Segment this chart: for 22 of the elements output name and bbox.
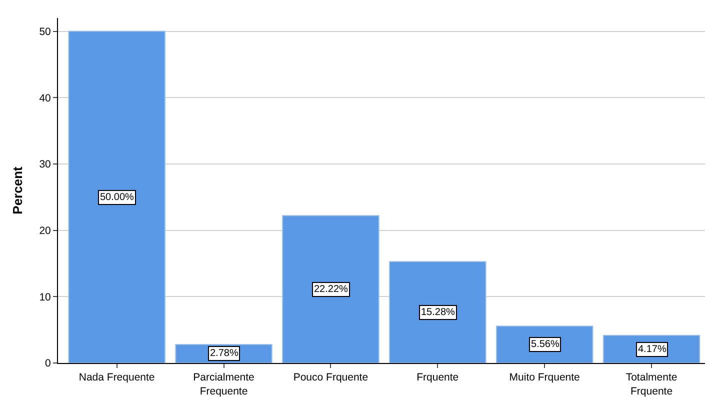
y-tick-label: 40 xyxy=(39,92,52,104)
x-tick-label: Frquente xyxy=(416,372,459,384)
y-axis-title: Percent xyxy=(10,166,25,214)
y-tick-label: 20 xyxy=(39,224,52,237)
data-label: 4.17% xyxy=(638,344,666,355)
data-label: 15.28% xyxy=(421,307,456,318)
data-label: 22.22% xyxy=(314,284,348,295)
data-label: 50.00% xyxy=(100,192,134,203)
x-tick-label: Nada Frequente xyxy=(78,372,155,384)
x-tick-label: Pouco Frquente xyxy=(293,372,368,384)
bar xyxy=(68,30,166,363)
bar xyxy=(282,215,380,363)
bar xyxy=(389,261,486,363)
y-tick-label: 30 xyxy=(39,158,52,171)
data-label: 2.78% xyxy=(210,348,238,359)
y-tick-label: 0 xyxy=(45,358,52,370)
y-tick-label: 50 xyxy=(39,26,52,38)
x-tick-label: Totalmente Frquente xyxy=(626,372,678,398)
data-label: 5.56% xyxy=(531,339,560,350)
x-tick-label: Parcialmente Frequente xyxy=(193,372,255,398)
y-tick-label: 10 xyxy=(39,291,52,304)
x-tick-label: Muito Frquente xyxy=(509,372,580,384)
